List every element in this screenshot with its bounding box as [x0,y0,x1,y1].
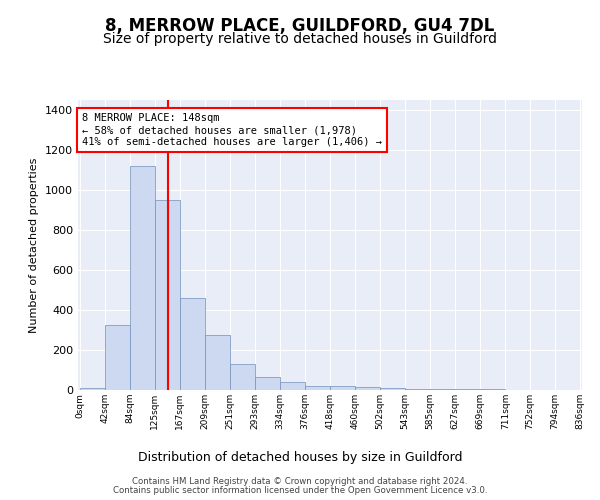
Bar [205,335,230,390]
Text: Size of property relative to detached houses in Guildford: Size of property relative to detached ho… [103,32,497,46]
Bar [355,387,380,390]
Bar [430,389,455,390]
Bar [255,377,280,390]
Bar [180,298,205,390]
Bar [305,386,330,390]
Text: Distribution of detached houses by size in Guildford: Distribution of detached houses by size … [138,451,462,464]
Bar [80,388,105,390]
Text: 8, MERROW PLACE, GUILDFORD, GU4 7DL: 8, MERROW PLACE, GUILDFORD, GU4 7DL [106,18,494,36]
Bar [280,382,305,390]
Text: Contains HM Land Registry data © Crown copyright and database right 2024.: Contains HM Land Registry data © Crown c… [132,477,468,486]
Text: Contains public sector information licensed under the Open Government Licence v3: Contains public sector information licen… [113,486,487,495]
Bar [155,200,180,390]
Bar [230,364,255,390]
Y-axis label: Number of detached properties: Number of detached properties [29,158,40,332]
Bar [105,325,130,390]
Bar [405,389,430,390]
Bar [130,166,155,390]
Bar [380,388,405,390]
Bar [330,386,355,390]
Text: 8 MERROW PLACE: 148sqm
← 58% of detached houses are smaller (1,978)
41% of semi-: 8 MERROW PLACE: 148sqm ← 58% of detached… [82,114,382,146]
